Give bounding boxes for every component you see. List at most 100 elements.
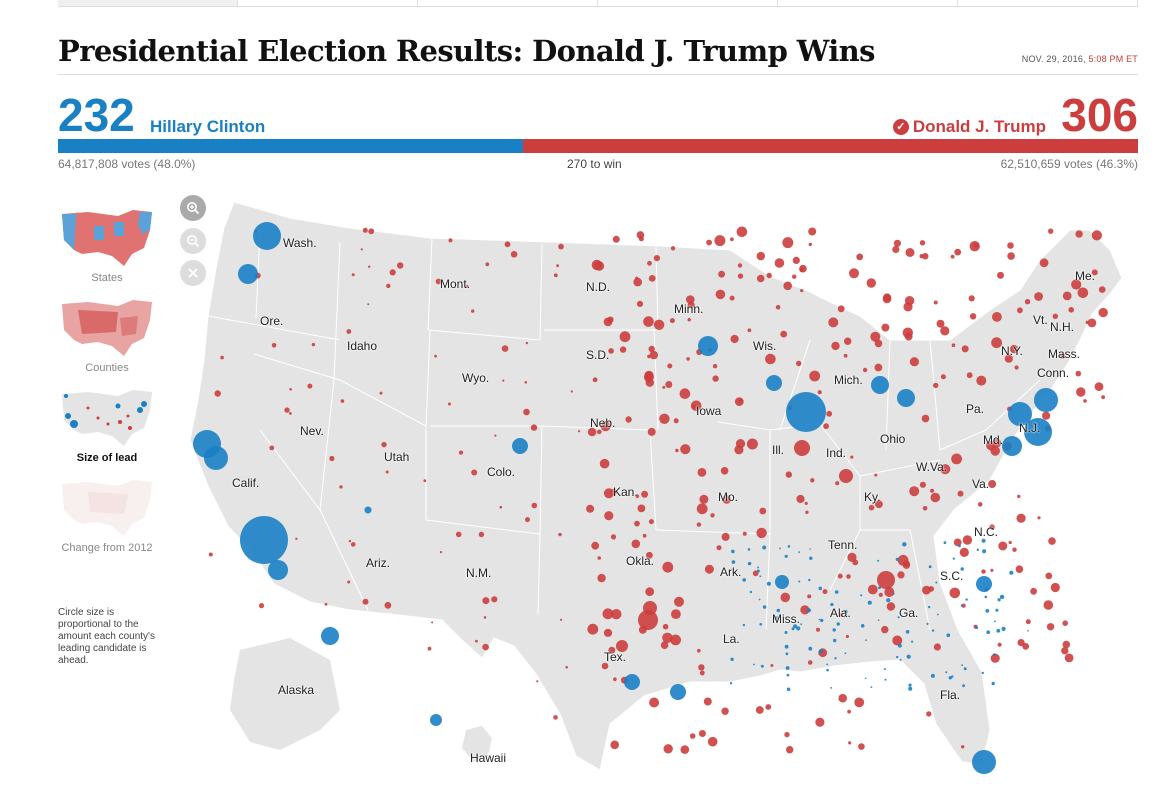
county-bubble[interactable] [674,596,684,607]
county-bubble[interactable] [1046,623,1055,631]
county-bubble[interactable] [1098,286,1106,293]
county-bubble[interactable] [597,556,601,560]
county-bubble[interactable] [747,561,752,566]
county-bubble[interactable] [986,630,990,634]
county-bubble[interactable] [673,418,679,424]
county-bubble[interactable] [903,302,913,312]
county-bubble[interactable] [899,658,902,661]
county-bubble[interactable] [933,382,939,389]
reset-map-button[interactable] [180,260,206,286]
county-bubble[interactable] [1083,399,1087,403]
county-bubble[interactable] [794,440,810,456]
county-bubble[interactable] [977,502,983,507]
county-bubble[interactable] [836,622,840,626]
county-bubble[interactable] [806,608,812,613]
county-bubble[interactable] [757,566,760,569]
county-bubble[interactable] [779,547,781,550]
county-bubble[interactable] [646,551,653,559]
county-bubble[interactable] [878,586,881,590]
county-bubble[interactable] [963,667,967,671]
county-bubble[interactable] [867,600,872,605]
county-bubble[interactable] [1009,570,1014,575]
county-bubble[interactable] [448,238,453,243]
county-bubble[interactable] [465,284,469,288]
county-bubble[interactable] [600,421,611,432]
county-bubble[interactable] [756,251,765,261]
county-bubble[interactable] [1064,653,1074,663]
county-bubble[interactable] [990,446,1000,456]
county-bubble[interactable] [647,427,656,436]
county-bubble[interactable] [897,389,915,407]
county-bubble[interactable] [784,644,789,649]
county-bubble[interactable] [945,671,948,674]
county-bubble[interactable] [892,635,903,646]
county-bubble[interactable] [368,265,371,268]
county-bubble[interactable] [610,740,619,750]
county-bubble[interactable] [691,404,696,409]
county-bubble[interactable] [1027,629,1029,632]
county-bubble[interactable] [870,331,881,342]
county-bubble[interactable] [882,294,892,304]
county-bubble[interactable] [975,626,978,629]
county-bubble[interactable] [604,511,614,521]
county-bubble[interactable] [903,560,910,567]
county-bubble[interactable] [591,541,600,550]
county-bubble[interactable] [1024,299,1031,305]
county-bubble[interactable] [922,253,929,260]
county-bubble[interactable] [1016,513,1026,523]
county-bubble[interactable] [597,573,606,583]
county-bubble[interactable] [921,414,930,423]
county-bubble[interactable] [839,469,853,483]
county-bubble[interactable] [826,668,829,672]
county-bubble[interactable] [553,273,558,278]
county-bubble[interactable] [893,239,902,247]
county-bubble[interactable] [940,464,951,475]
county-bubble[interactable] [587,623,599,635]
county-bubble[interactable] [988,480,997,488]
county-bubble[interactable] [1007,252,1015,260]
county-bubble[interactable] [362,598,369,605]
county-bubble[interactable] [895,557,899,561]
county-bubble[interactable] [675,448,679,453]
county-bubble[interactable] [886,602,896,611]
county-bubble[interactable] [877,559,880,562]
county-bubble[interactable] [758,598,761,601]
county-bubble[interactable] [753,663,755,666]
top-tab[interactable] [598,0,778,6]
county-bubble[interactable] [965,598,968,601]
county-bubble[interactable] [962,535,973,545]
county-bubble[interactable] [439,551,443,554]
county-bubble[interactable] [653,255,660,262]
county-bubble[interactable] [826,663,829,666]
county-bubble[interactable] [844,652,847,655]
county-bubble[interactable] [902,542,907,547]
county-bubble[interactable] [756,274,765,283]
county-bubble[interactable] [637,504,646,513]
county-bubble[interactable] [990,568,994,572]
county-bubble[interactable] [968,295,975,302]
county-bubble[interactable] [809,548,811,550]
county-bubble[interactable] [991,681,995,686]
county-bubble[interactable] [471,469,478,476]
county-bubble[interactable] [734,397,744,406]
county-bubble[interactable] [1045,572,1053,580]
county-bubble[interactable] [877,571,895,589]
county-bubble[interactable] [943,541,947,544]
county-bubble[interactable] [766,581,771,586]
county-bubble[interactable] [648,519,654,525]
county-bubble[interactable] [989,524,995,530]
county-bubble[interactable] [976,548,979,551]
county-bubble[interactable] [919,481,927,488]
county-bubble[interactable] [504,241,511,248]
view-size-of-lead-button[interactable]: Size of lead [58,388,156,464]
county-bubble[interactable] [289,412,292,415]
county-bubble[interactable] [670,684,686,700]
county-bubble[interactable] [722,495,731,504]
view-states-button[interactable]: States [58,208,156,284]
county-bubble[interactable] [721,532,730,541]
county-bubble[interactable] [431,621,434,624]
county-bubble[interactable] [765,353,776,365]
county-bubble[interactable] [886,598,891,603]
county-bubble[interactable] [613,677,617,681]
county-bubble[interactable] [340,399,345,403]
